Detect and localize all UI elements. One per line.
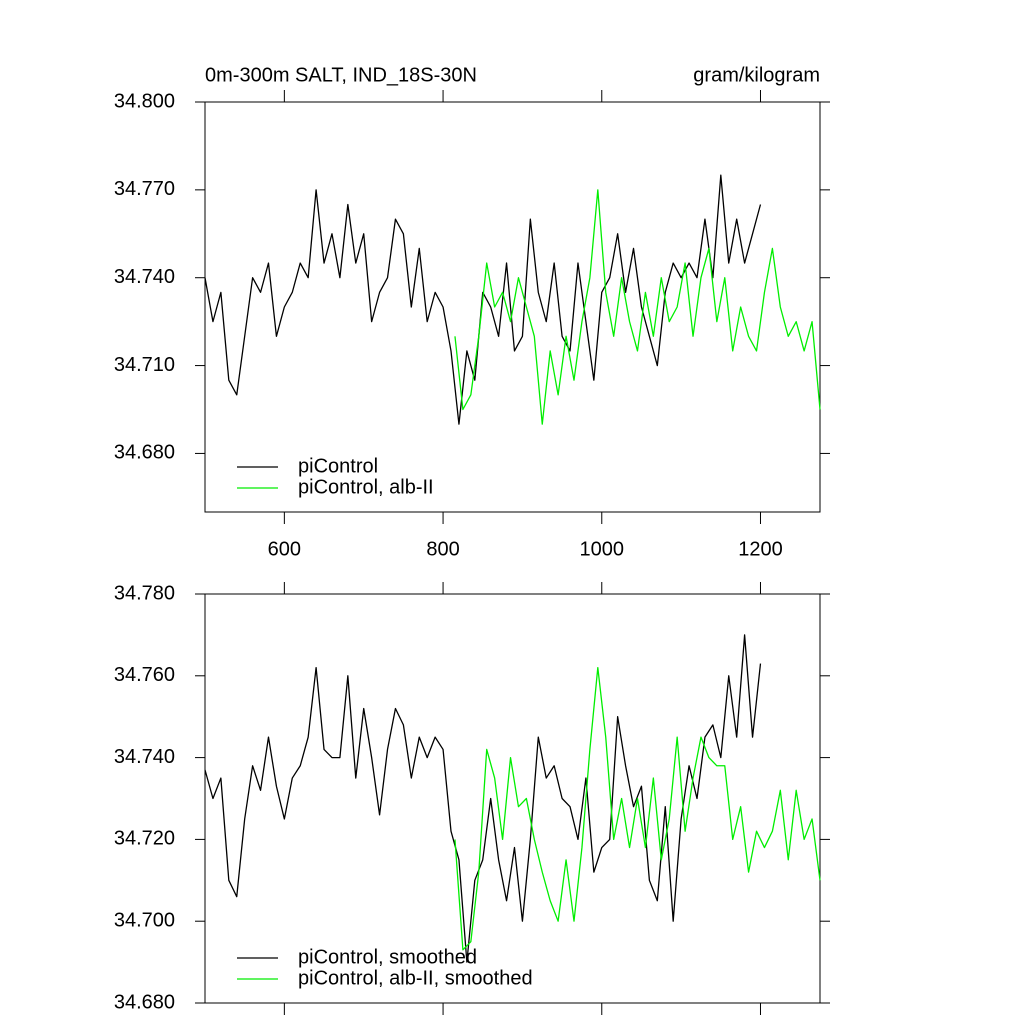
legend-label: piControl, alb-II: [298, 476, 434, 498]
y-tick-label: 34.740: [114, 266, 175, 288]
series-line: [454, 189, 821, 425]
y-tick-label: 34.740: [114, 746, 175, 768]
y-tick-label: 34.710: [114, 354, 175, 376]
x-tick-label: 800: [426, 538, 459, 560]
x-tick-label: 600: [268, 538, 301, 560]
legend-label: piControl, alb-II, smoothed: [298, 967, 533, 989]
y-tick-label: 34.680: [114, 442, 175, 464]
y-tick-label: 34.680: [114, 991, 175, 1013]
y-tick-label: 34.770: [114, 178, 175, 200]
y-tick-label: 34.720: [114, 828, 175, 850]
x-tick-label: 1000: [580, 538, 625, 560]
series-line: [454, 666, 821, 951]
x-tick-label: 1200: [738, 538, 783, 560]
y-tick-label: 34.700: [114, 909, 175, 931]
plot-frame: [204, 101, 821, 513]
series-line: [204, 174, 762, 425]
series-line: [204, 634, 762, 963]
y-tick-label: 34.780: [114, 582, 175, 604]
y-tick-label: 34.800: [114, 90, 175, 112]
plot-frame: [204, 593, 821, 1004]
legend-label: piControl: [298, 455, 378, 477]
y-tick-label: 34.760: [114, 664, 175, 686]
units-label: gram/kilogram: [693, 64, 820, 86]
chart-title: 0m-300m SALT, IND_18S-30N: [205, 64, 477, 86]
legend-label: piControl, smoothed: [298, 946, 477, 968]
